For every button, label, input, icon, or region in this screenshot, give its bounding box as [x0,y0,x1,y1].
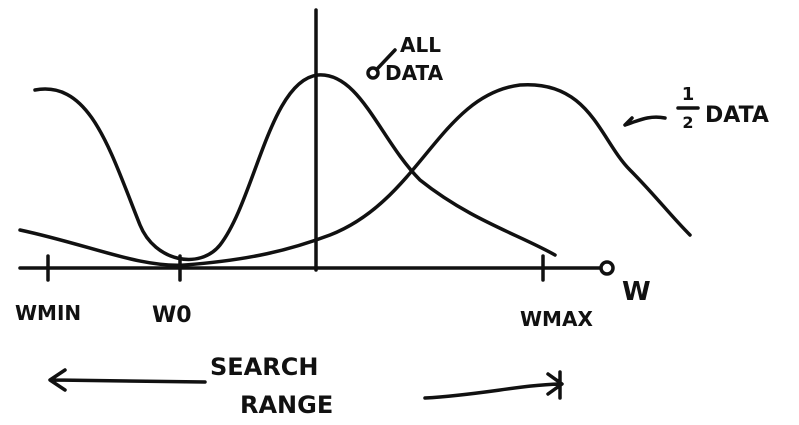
label-pointer [368,68,378,78]
axis-arrowhead [601,262,613,274]
range-arrow-left [50,370,205,390]
axis-label: W0 [152,303,192,328]
range-arrow-right [425,372,562,398]
axis-label: WMAX [520,307,593,331]
fraction: 2 [682,113,693,132]
range-label: RANGE [240,391,333,419]
label-pointer [625,117,665,125]
diagram: ALL DATA 1 2 DATA WMIN W0 WMAX W SEARCH … [0,0,799,425]
axis-label: W [622,277,651,307]
fraction: 1 [682,84,695,105]
label: DATA [385,61,444,85]
range-label: SEARCH [210,353,318,381]
label: ALL [400,33,441,57]
label: DATA [705,103,769,128]
axis-label: WMIN [15,301,81,325]
